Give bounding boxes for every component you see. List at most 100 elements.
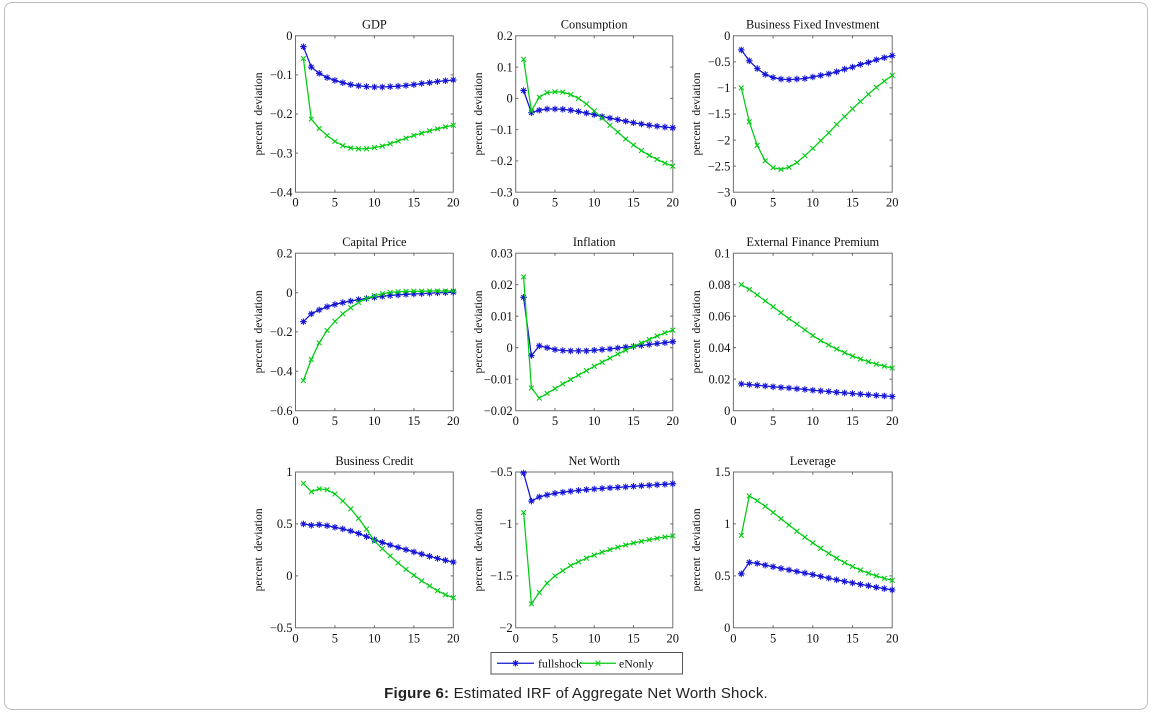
svg-text:Business Fixed Investment: Business Fixed Investment (746, 18, 880, 32)
svg-text:−1: −1 (499, 517, 512, 531)
svg-text:15: 15 (627, 631, 640, 645)
svg-text:0: 0 (292, 196, 298, 210)
svg-text:0: 0 (292, 414, 298, 428)
svg-text:5: 5 (770, 414, 776, 428)
svg-text:−0.5: −0.5 (270, 621, 293, 635)
svg-text:10: 10 (807, 196, 820, 210)
svg-text:−0.6: −0.6 (270, 404, 293, 418)
svg-text:−1.5: −1.5 (490, 569, 513, 583)
svg-text:Leverage: Leverage (790, 454, 837, 468)
svg-text:10: 10 (368, 196, 381, 210)
svg-text:20: 20 (447, 414, 460, 428)
svg-text:20: 20 (667, 196, 680, 210)
svg-text:20: 20 (886, 196, 899, 210)
svg-text:−0.5: −0.5 (708, 55, 731, 69)
svg-text:0.5: 0.5 (277, 517, 293, 531)
svg-text:0.1: 0.1 (497, 60, 513, 74)
svg-text:−2.5: −2.5 (708, 159, 731, 173)
svg-text:Net Worth: Net Worth (568, 454, 620, 468)
svg-text:0.08: 0.08 (709, 278, 731, 292)
svg-text:0: 0 (724, 29, 730, 43)
svg-text:percent deviation: percent deviation (472, 508, 485, 591)
svg-text:1: 1 (286, 465, 292, 479)
svg-text:−3: −3 (717, 185, 730, 199)
svg-text:10: 10 (807, 414, 820, 428)
svg-text:0: 0 (724, 621, 730, 635)
svg-text:percent deviation: percent deviation (690, 72, 703, 155)
svg-text:−2: −2 (499, 621, 512, 635)
svg-text:−0.02: −0.02 (484, 404, 513, 418)
svg-text:5: 5 (770, 196, 776, 210)
svg-text:Inflation: Inflation (573, 235, 616, 249)
svg-text:20: 20 (886, 631, 899, 645)
svg-text:0.03: 0.03 (491, 246, 513, 260)
svg-text:0.02: 0.02 (709, 372, 731, 386)
svg-text:0: 0 (724, 404, 730, 418)
svg-text:0: 0 (513, 414, 519, 428)
svg-text:−0.5: −0.5 (490, 465, 513, 479)
svg-text:−0.1: −0.1 (270, 68, 293, 82)
svg-text:eNonly: eNonly (619, 656, 654, 670)
svg-text:1.5: 1.5 (715, 465, 731, 479)
svg-text:0: 0 (506, 92, 512, 106)
svg-text:percent deviation: percent deviation (472, 72, 485, 155)
svg-text:0: 0 (730, 196, 736, 210)
svg-text:20: 20 (447, 631, 460, 645)
svg-text:15: 15 (408, 631, 421, 645)
svg-text:10: 10 (368, 631, 381, 645)
svg-text:5: 5 (552, 196, 558, 210)
svg-text:0.5: 0.5 (715, 569, 731, 583)
svg-text:Consumption: Consumption (561, 18, 628, 32)
svg-text:0.2: 0.2 (277, 246, 293, 260)
svg-text:−0.2: −0.2 (270, 107, 293, 121)
svg-text:−0.3: −0.3 (490, 185, 513, 199)
svg-text:15: 15 (846, 196, 859, 210)
svg-text:0.06: 0.06 (709, 309, 731, 323)
svg-text:15: 15 (846, 414, 859, 428)
svg-text:20: 20 (886, 414, 899, 428)
svg-text:10: 10 (807, 631, 820, 645)
svg-text:Capital Price: Capital Price (342, 235, 407, 249)
svg-text:−0.2: −0.2 (270, 325, 293, 339)
svg-text:0.04: 0.04 (709, 341, 732, 355)
svg-text:15: 15 (627, 196, 640, 210)
svg-text:−1: −1 (717, 81, 730, 95)
svg-text:−2: −2 (717, 133, 730, 147)
svg-text:15: 15 (846, 631, 859, 645)
svg-text:percent deviation: percent deviation (472, 290, 485, 373)
svg-text:10: 10 (588, 631, 601, 645)
svg-text:percent deviation: percent deviation (252, 508, 265, 591)
svg-text:5: 5 (552, 414, 558, 428)
svg-text:−0.01: −0.01 (484, 372, 513, 386)
svg-text:20: 20 (667, 631, 680, 645)
svg-text:5: 5 (770, 631, 776, 645)
svg-text:5: 5 (332, 196, 338, 210)
svg-text:5: 5 (332, 631, 338, 645)
svg-text:0: 0 (286, 29, 292, 43)
svg-text:0.2: 0.2 (497, 29, 513, 43)
svg-text:0: 0 (292, 631, 298, 645)
svg-text:External Finance Premium: External Finance Premium (746, 235, 879, 249)
svg-text:0: 0 (506, 341, 512, 355)
svg-text:−0.4: −0.4 (270, 185, 293, 199)
svg-text:0: 0 (513, 631, 519, 645)
svg-text:Business Credit: Business Credit (335, 454, 414, 468)
svg-text:0: 0 (286, 286, 292, 300)
svg-text:−0.1: −0.1 (490, 123, 513, 137)
svg-text:1: 1 (724, 517, 730, 531)
svg-text:0.1: 0.1 (715, 246, 731, 260)
svg-text:GDP: GDP (362, 18, 387, 32)
svg-text:10: 10 (588, 414, 601, 428)
svg-text:fullshock: fullshock (538, 656, 582, 670)
svg-text:0: 0 (286, 569, 292, 583)
svg-text:5: 5 (552, 631, 558, 645)
svg-text:percent deviation: percent deviation (690, 290, 703, 373)
svg-text:−0.3: −0.3 (270, 146, 293, 160)
svg-text:percent deviation: percent deviation (252, 72, 265, 155)
svg-text:20: 20 (667, 414, 680, 428)
svg-text:−1.5: −1.5 (708, 107, 731, 121)
svg-text:percent deviation: percent deviation (690, 508, 703, 591)
svg-text:5: 5 (332, 414, 338, 428)
svg-text:percent deviation: percent deviation (252, 290, 265, 373)
svg-text:−0.2: −0.2 (490, 154, 513, 168)
